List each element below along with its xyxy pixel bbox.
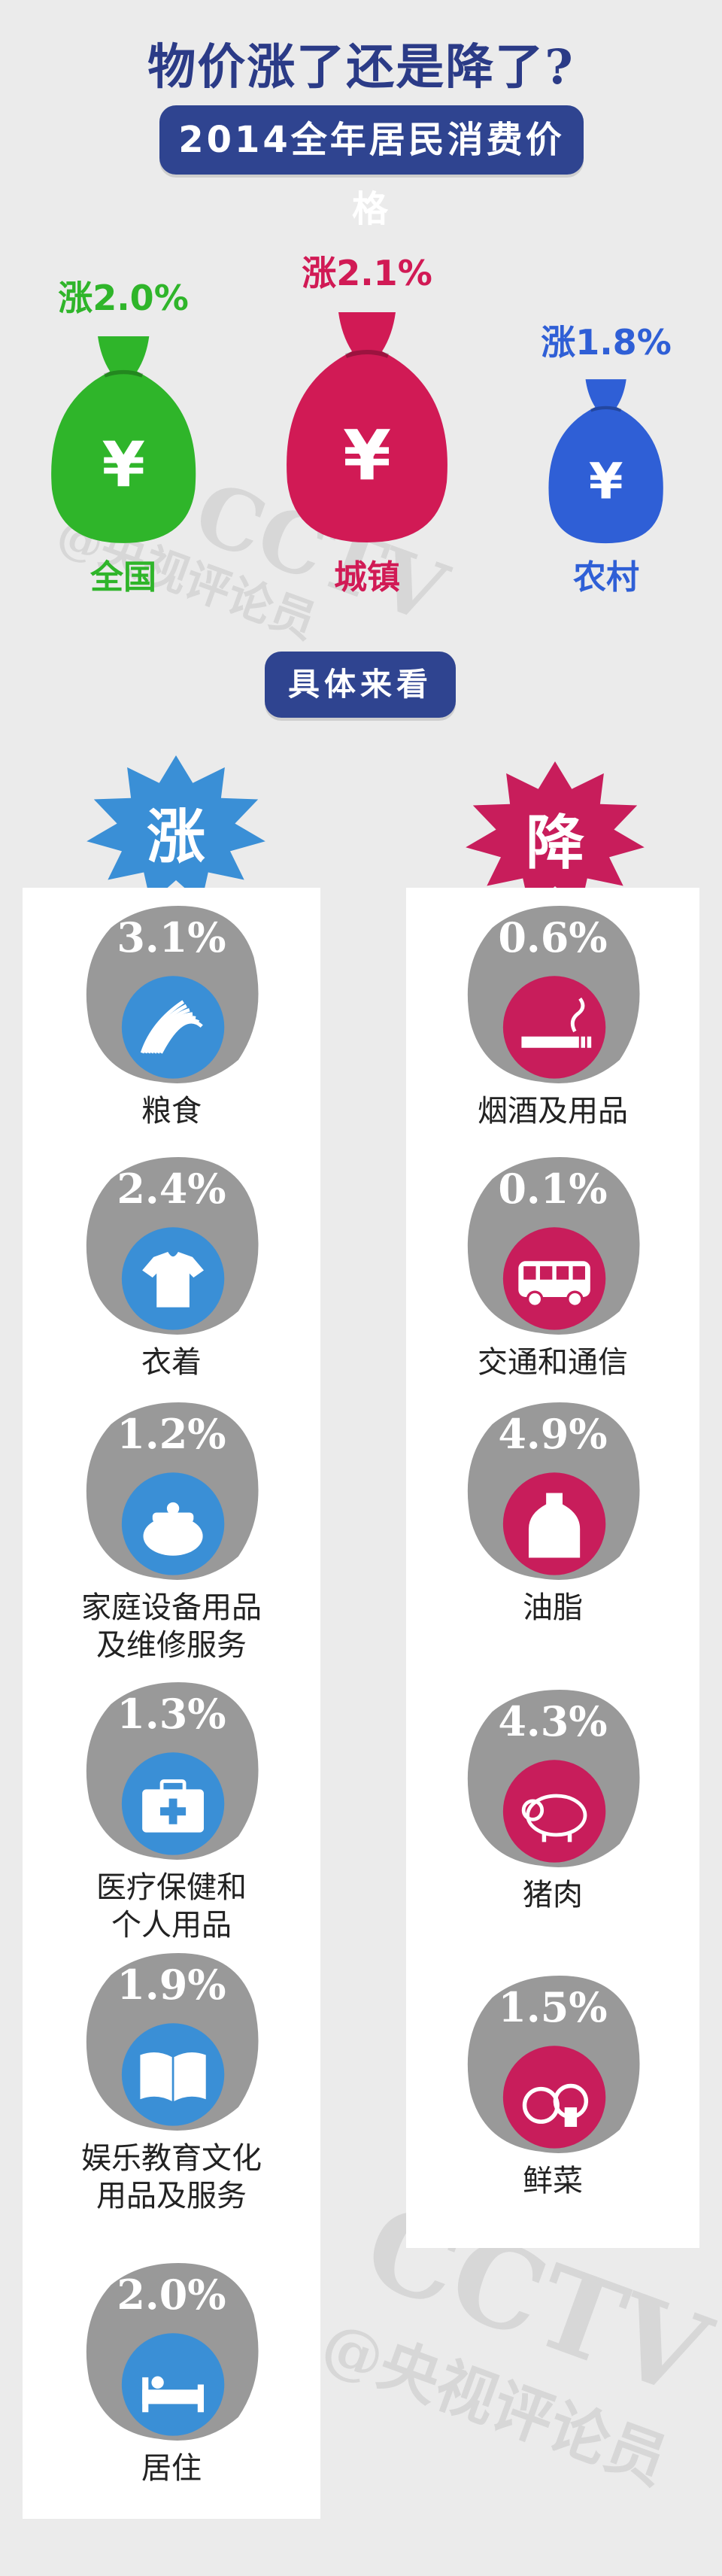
item-label-line: 衣着 xyxy=(141,1345,202,1380)
item-percent: 0.1% xyxy=(498,1165,608,1213)
item-blob xyxy=(467,1690,640,1867)
medical-kit-icon xyxy=(142,1779,204,1833)
item-percent: 3.1% xyxy=(117,913,226,961)
item-percent: 1.3% xyxy=(117,1690,226,1738)
wheat-icon xyxy=(140,1000,203,1054)
list-item: 0.6% xyxy=(460,900,646,1086)
item-percent: 1.5% xyxy=(498,1983,608,2031)
item-blob xyxy=(86,1682,259,1860)
item-blob xyxy=(86,1402,259,1580)
pot-icon xyxy=(143,1502,203,1556)
fall-heading: 降 xyxy=(525,810,584,877)
bag-value-label: 涨2.0% xyxy=(58,277,189,318)
money-bag: ¥ xyxy=(544,374,668,545)
item-label-line: 居住 xyxy=(141,2451,202,2486)
bag-value-label: 涨1.8% xyxy=(541,322,672,363)
bag-region-label: 农村 xyxy=(573,558,639,597)
detail-banner: 具体来看 xyxy=(265,652,456,718)
oil-bottle-icon xyxy=(528,1493,581,1558)
item-label: 粮食 xyxy=(21,1092,322,1130)
item-label: 油脂 xyxy=(402,1589,703,1627)
item-label-line: 鲜菜 xyxy=(523,2164,583,2198)
rise-heading: 涨 xyxy=(146,803,205,871)
money-bag-icon: ¥ xyxy=(287,312,447,542)
item-label-line: 猪肉 xyxy=(523,1878,583,1912)
item-percent: 4.3% xyxy=(498,1697,608,1745)
item-label: 娱乐教育文化 用品及服务 xyxy=(21,2140,322,2215)
item-label-line: 家庭设备用品 xyxy=(81,1590,262,1625)
money-bag: ¥ xyxy=(45,330,202,545)
list-item: 2.0% xyxy=(78,2257,265,2444)
money-bag-icon: ¥ xyxy=(50,336,196,543)
item-percent: 1.9% xyxy=(117,1961,226,2009)
cigarette-icon xyxy=(521,997,592,1048)
item-blob xyxy=(467,906,640,1083)
starburst-icon xyxy=(86,755,265,903)
item-blob xyxy=(86,906,259,1083)
starburst-icon xyxy=(466,761,645,909)
item-percent: 4.9% xyxy=(498,1410,608,1458)
item-label: 烟酒及用品 xyxy=(402,1092,703,1130)
yuan-symbol: ¥ xyxy=(343,415,391,496)
bag-region-label: 全国 xyxy=(90,558,156,597)
item-blob xyxy=(467,1402,640,1580)
item-label: 医疗保健和 个人用品 xyxy=(21,1869,322,1944)
money-bag-icon: ¥ xyxy=(548,379,664,544)
bus-icon xyxy=(518,1261,590,1308)
list-item: 1.9% xyxy=(78,1947,265,2134)
item-label-line: 及维修服务 xyxy=(96,1628,247,1663)
item-label: 交通和通信 xyxy=(402,1344,703,1381)
item-percent: 0.6% xyxy=(498,913,608,961)
item-blob xyxy=(86,1157,259,1335)
item-blob xyxy=(467,1157,640,1335)
yuan-symbol: ¥ xyxy=(102,429,145,501)
item-label-line: 娱乐教育文化 xyxy=(81,2141,262,2176)
list-item: 1.2% xyxy=(78,1396,265,1583)
item-label: 家庭设备用品 及维修服务 xyxy=(21,1589,322,1664)
item-label: 居住 xyxy=(21,2450,322,2487)
item-blob xyxy=(86,2263,259,2441)
list-item: 1.5% xyxy=(460,1970,646,2156)
item-label-line: 医疗保健和 xyxy=(96,1870,247,1905)
yuan-symbol: ¥ xyxy=(589,453,623,510)
vegetable-icon xyxy=(522,2083,589,2128)
item-label: 鲜菜 xyxy=(402,2162,703,2200)
list-item: 3.1% xyxy=(78,900,265,1086)
tshirt-icon xyxy=(142,1252,204,1308)
fall-starburst: 降 xyxy=(460,760,650,913)
item-label-line: 油脂 xyxy=(523,1590,583,1625)
item-blob xyxy=(86,1953,259,2131)
item-blob xyxy=(467,1976,640,2153)
bag-region-label: 城镇 xyxy=(334,558,400,597)
item-label: 衣着 xyxy=(21,1344,322,1381)
item-percent: 2.4% xyxy=(117,1165,226,1213)
rise-starburst: 涨 xyxy=(81,754,271,907)
subtitle-banner: 2014全年居民消费价格 xyxy=(159,105,584,230)
pig-icon xyxy=(521,1794,587,1842)
item-label-line: 个人用品 xyxy=(111,1908,232,1943)
bed-icon xyxy=(142,2376,204,2413)
item-label-line: 交通和通信 xyxy=(478,1345,628,1380)
item-percent: 1.2% xyxy=(117,1410,226,1458)
page-title: 物价涨了还是降了? xyxy=(147,39,575,96)
item-label: 猪肉 xyxy=(402,1876,703,1914)
money-bag: ¥ xyxy=(280,305,454,545)
list-item: 2.4% xyxy=(78,1151,265,1338)
item-label-line: 粮食 xyxy=(141,1094,202,1129)
item-percent: 2.0% xyxy=(117,2271,226,2319)
list-item: 1.3% xyxy=(78,1676,265,1863)
list-item: 0.1% xyxy=(460,1151,646,1338)
book-icon xyxy=(140,2052,206,2101)
list-item: 4.3% xyxy=(460,1684,646,1870)
bag-value-label: 涨2.1% xyxy=(302,253,432,293)
item-label-line: 用品及服务 xyxy=(96,2179,247,2213)
list-item: 4.9% xyxy=(460,1396,646,1583)
item-label-line: 烟酒及用品 xyxy=(478,1094,628,1129)
